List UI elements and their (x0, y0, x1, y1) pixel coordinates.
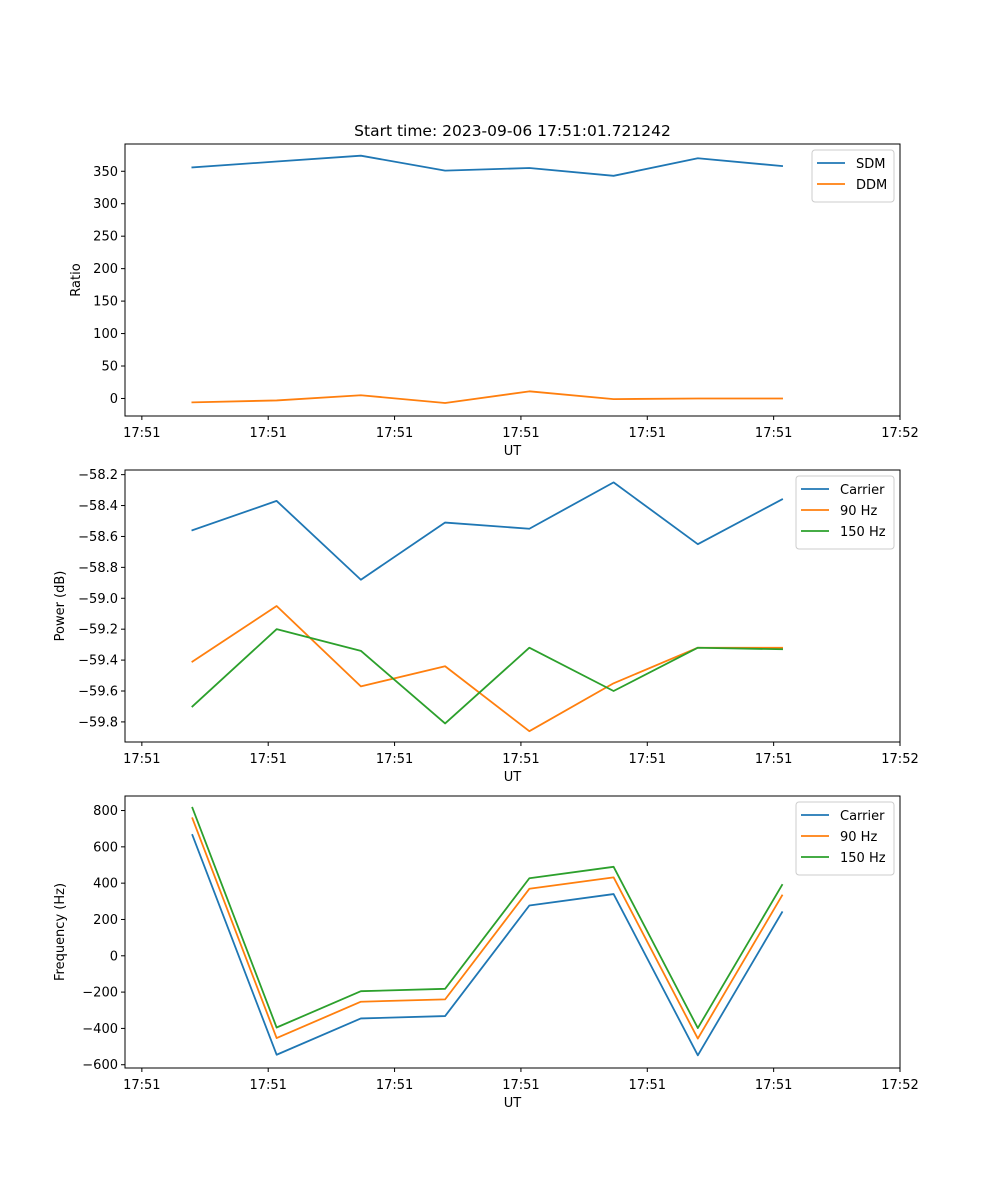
x-tick-label: 17:52 (881, 426, 918, 441)
x-tick-label: 17:51 (249, 426, 286, 441)
x-tick-label: 17:51 (755, 752, 792, 767)
series-line-carrier (191, 833, 784, 1057)
y-tick-label: 200 (93, 262, 118, 277)
y-tick-label: −59.2 (78, 623, 118, 638)
x-tick-label: 17:51 (502, 1078, 539, 1093)
legend-label: Carrier (840, 809, 885, 824)
x-tick-label: 17:51 (755, 1078, 792, 1093)
legend-label: 150 Hz (840, 525, 886, 540)
chart-title: Start time: 2023-09-06 17:51:01.721242 (354, 122, 671, 140)
legend-label: 150 Hz (840, 851, 886, 866)
legend-label: DDM (856, 178, 887, 193)
series-line-carrier (191, 481, 784, 581)
x-tick-label: 17:52 (881, 1078, 918, 1093)
y-tick-label: 50 (101, 360, 118, 375)
y-tick-label: −58.6 (78, 530, 118, 545)
x-axis-label: UT (504, 1096, 522, 1111)
y-tick-label: 150 (93, 295, 118, 310)
y-tick-label: 100 (93, 327, 118, 342)
series-line-150-hz (191, 806, 784, 1029)
x-tick-label: 17:51 (376, 426, 413, 441)
series-line-90-hz (191, 817, 784, 1040)
x-tick-label: 17:51 (123, 426, 160, 441)
x-tick-label: 17:51 (376, 752, 413, 767)
legend-label: SDM (856, 157, 885, 172)
series-line-150-hz (191, 628, 783, 725)
y-tick-label: 600 (93, 840, 118, 855)
chart-panel-2: 17:51 17:51 17:51 17:51 17:51 17:51 17:52 −58.2… (53, 468, 919, 785)
legend-label: 90 Hz (840, 504, 877, 519)
x-tick-label: 17:51 (502, 752, 539, 767)
legend: Carrier 90 Hz 150 Hz (795, 475, 895, 550)
y-tick-label: −59.6 (78, 685, 118, 700)
x-axis-label: UT (504, 444, 522, 459)
x-axis-label: UT (504, 770, 522, 785)
x-tick-label: 17:51 (629, 752, 666, 767)
x-tick-label: 17:51 (249, 752, 286, 767)
y-tick-label: −59.4 (78, 654, 118, 669)
x-tick-label: 17:51 (629, 426, 666, 441)
x-tick-label: 17:51 (376, 1078, 413, 1093)
axes-frame (124, 469, 901, 743)
y-axis-label: Frequency (Hz) (53, 883, 68, 981)
y-tick-label: 800 (93, 804, 118, 819)
y-tick-label: 350 (93, 165, 118, 180)
y-tick-label: −200 (82, 986, 118, 1001)
y-tick-label: −600 (82, 1058, 118, 1073)
legend: SDM DDM (811, 149, 895, 203)
chart-panel-1: 17:51 17:51 17:51 17:51 17:51 17:51 17:52 0 50 10… (69, 122, 919, 459)
y-tick-label: −59.0 (78, 592, 118, 607)
series-line-sdm (191, 154, 784, 177)
y-tick-label: 250 (93, 230, 118, 245)
x-tick-label: 17:51 (502, 426, 539, 441)
y-tick-label: 200 (93, 913, 118, 928)
y-tick-label: −58.2 (78, 468, 118, 483)
x-tick-label: 17:51 (123, 752, 160, 767)
legend: Carrier 90 Hz 150 Hz (795, 801, 895, 876)
axes-frame (124, 143, 901, 417)
legend-label: 90 Hz (840, 830, 877, 845)
y-tick-label: −58.4 (78, 499, 118, 514)
x-tick-label: 17:51 (123, 1078, 160, 1093)
y-tick-label: −58.8 (78, 561, 118, 576)
x-tick-label: 17:52 (881, 752, 918, 767)
series-line-ddm (191, 390, 783, 404)
y-tick-label: 400 (93, 877, 118, 892)
chart-panel-3: 17:51 17:51 17:51 17:51 17:51 17:51 17:52 −600 −… (53, 795, 919, 1111)
y-tick-label: 0 (110, 392, 118, 407)
y-tick-label: −400 (82, 1022, 118, 1037)
x-tick-label: 17:51 (755, 426, 792, 441)
series-line-90-hz (191, 605, 783, 733)
y-tick-label: −59.8 (78, 715, 118, 730)
axes-frame (124, 795, 901, 1069)
y-axis-label: Ratio (69, 263, 84, 296)
y-axis-label: Power (dB) (53, 571, 68, 642)
legend-label: Carrier (840, 483, 885, 498)
y-tick-label: 300 (93, 197, 118, 212)
y-tick-label: 0 (110, 949, 118, 964)
x-tick-label: 17:51 (249, 1078, 286, 1093)
x-tick-label: 17:51 (629, 1078, 666, 1093)
